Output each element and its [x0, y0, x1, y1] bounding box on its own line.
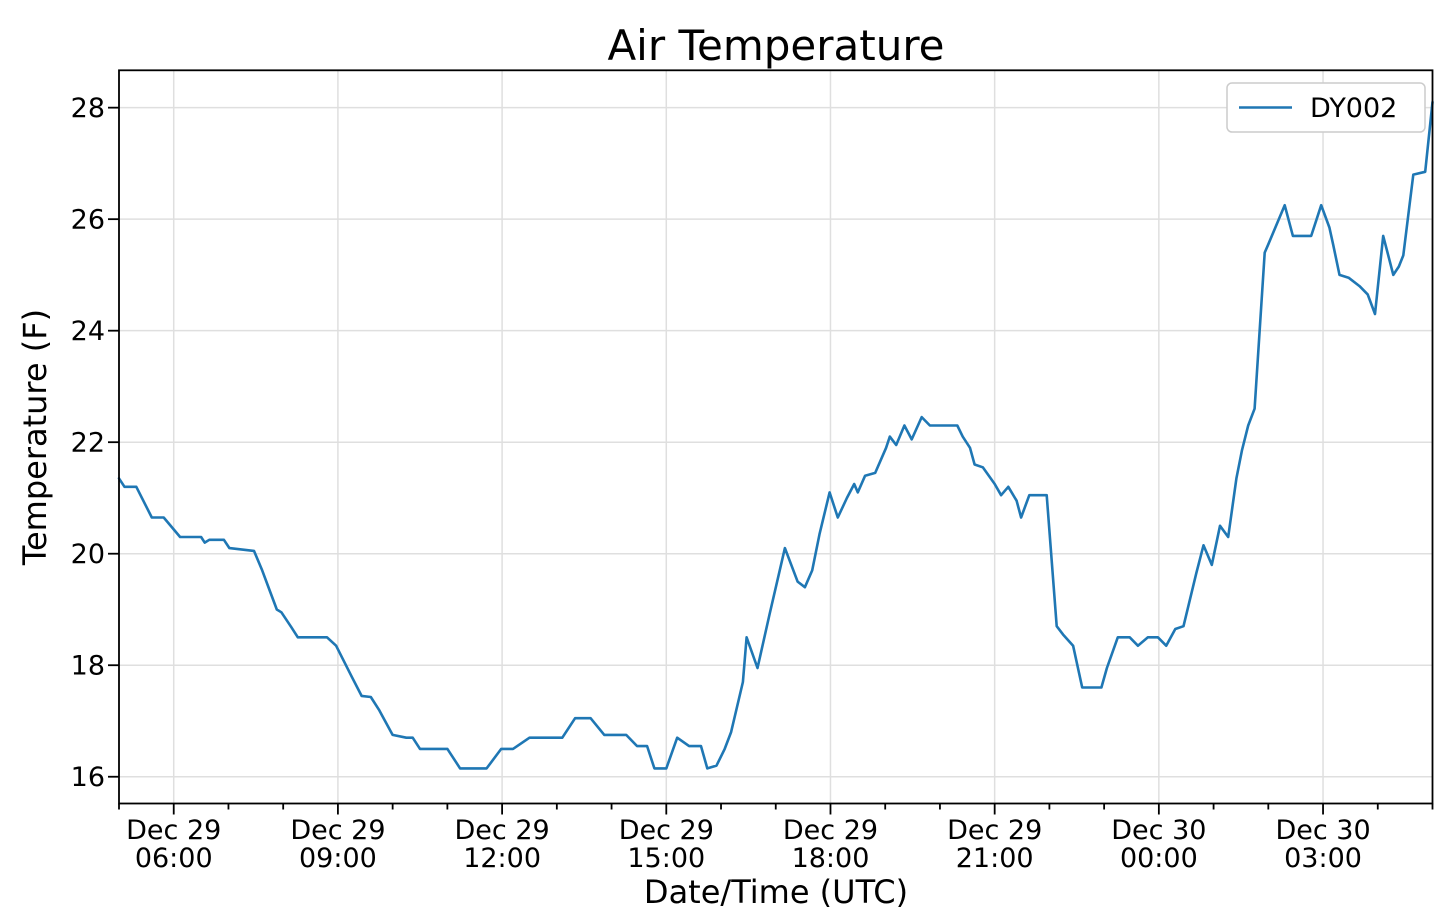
x-tick-label: Dec 29 — [455, 815, 550, 846]
grid-lines — [119, 70, 1433, 804]
x-tick-label: Dec 29 — [290, 815, 385, 846]
y-axis-label: Temperature (F) — [16, 309, 54, 566]
y-tick-label: 22 — [71, 428, 105, 459]
x-tick-label: 18:00 — [792, 843, 870, 874]
x-tick-label: 06:00 — [135, 843, 213, 874]
x-tick-label: 00:00 — [1120, 843, 1198, 874]
x-tick-label: 12:00 — [463, 843, 541, 874]
x-tick-label: 09:00 — [299, 843, 377, 874]
temperature-series-line — [117, 100, 1434, 770]
x-tick-label: 15:00 — [627, 843, 705, 874]
x-tick-label: Dec 30 — [1111, 815, 1206, 846]
x-tick-label: Dec 29 — [126, 815, 221, 846]
chart-title: Air Temperature — [607, 21, 944, 70]
x-tick-label: Dec 29 — [783, 815, 878, 846]
plot-border — [118, 69, 1434, 805]
x-tick-label: 03:00 — [1284, 843, 1362, 874]
y-tick-label: 24 — [71, 316, 105, 347]
y-tick-label: 18 — [71, 651, 105, 682]
legend: DY002 — [1226, 82, 1426, 133]
x-axis-label: Date/Time (UTC) — [644, 873, 908, 911]
x-tick-label: 21:00 — [956, 843, 1034, 874]
x-tick-label: Dec 30 — [1275, 815, 1370, 846]
y-tick-label: 20 — [71, 539, 105, 570]
legend-label: DY002 — [1310, 93, 1397, 124]
y-tick-label: 28 — [71, 93, 105, 124]
y-tick-label: 26 — [71, 205, 105, 236]
x-tick-label: Dec 29 — [947, 815, 1042, 846]
series-lines — [117, 100, 1434, 770]
x-tick-label: Dec 29 — [619, 815, 714, 846]
legend-box — [1226, 82, 1426, 133]
y-tick-label: 16 — [71, 762, 105, 793]
